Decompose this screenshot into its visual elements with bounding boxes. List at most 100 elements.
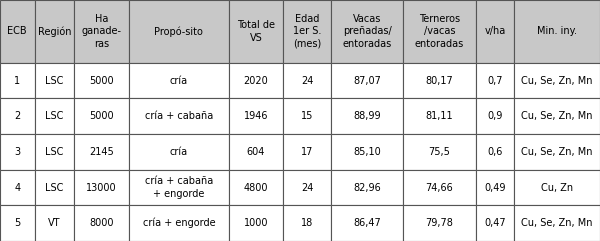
Text: Edad
1er S.
(mes): Edad 1er S. (mes) (293, 14, 322, 49)
Text: 0,6: 0,6 (487, 147, 503, 157)
Bar (0, 170, 35, 205)
Text: 80,17: 80,17 (425, 75, 454, 86)
Bar (514, 170, 600, 205)
Bar (129, 98, 229, 134)
Text: 1946: 1946 (244, 111, 268, 121)
Bar (476, 63, 514, 98)
Bar (403, 134, 476, 170)
Bar (403, 170, 476, 205)
Text: 87,07: 87,07 (353, 75, 381, 86)
Text: Cu, Se, Zn, Mn: Cu, Se, Zn, Mn (521, 218, 593, 228)
Bar (476, 205, 514, 241)
Bar (514, 205, 600, 241)
Bar (331, 98, 403, 134)
Bar (331, 63, 403, 98)
Text: 2: 2 (14, 111, 20, 121)
Text: cría + cabaña
+ engorde: cría + cabaña + engorde (145, 176, 213, 199)
Bar (35, 0, 74, 63)
Bar (283, 134, 331, 170)
Bar (74, 134, 129, 170)
Bar (331, 205, 403, 241)
Bar (476, 170, 514, 205)
Text: 17: 17 (301, 147, 314, 157)
Bar (283, 170, 331, 205)
Bar (514, 0, 600, 63)
Bar (129, 205, 229, 241)
Text: 5: 5 (14, 218, 20, 228)
Text: cría + cabaña: cría + cabaña (145, 111, 213, 121)
Text: 85,10: 85,10 (353, 147, 381, 157)
Text: Propó-sito: Propó-sito (154, 26, 203, 37)
Bar (331, 170, 403, 205)
Text: v/ha: v/ha (484, 26, 506, 36)
Bar (0, 0, 35, 63)
Text: 81,11: 81,11 (425, 111, 454, 121)
Bar (229, 205, 283, 241)
Bar (229, 170, 283, 205)
Bar (35, 134, 74, 170)
Text: 3: 3 (14, 147, 20, 157)
Text: 0,49: 0,49 (484, 182, 506, 193)
Bar (129, 170, 229, 205)
Text: Ha
ganade-
ras: Ha ganade- ras (82, 14, 122, 49)
Text: Terneros
/vacas
entoradas: Terneros /vacas entoradas (415, 14, 464, 49)
Text: LSC: LSC (46, 75, 64, 86)
Bar (331, 134, 403, 170)
Text: 1000: 1000 (244, 218, 268, 228)
Text: Región: Región (38, 26, 71, 37)
Bar (35, 63, 74, 98)
Bar (229, 134, 283, 170)
Text: 4800: 4800 (244, 182, 268, 193)
Text: 8000: 8000 (89, 218, 114, 228)
Text: Min. iny.: Min. iny. (537, 26, 577, 36)
Text: 24: 24 (301, 182, 314, 193)
Text: 86,47: 86,47 (353, 218, 381, 228)
Text: 15: 15 (301, 111, 314, 121)
Text: Cu, Se, Zn, Mn: Cu, Se, Zn, Mn (521, 111, 593, 121)
Bar (476, 98, 514, 134)
Text: LSC: LSC (46, 147, 64, 157)
Bar (514, 134, 600, 170)
Text: 0,47: 0,47 (484, 218, 506, 228)
Text: 5000: 5000 (89, 111, 114, 121)
Text: VT: VT (48, 218, 61, 228)
Text: 4: 4 (14, 182, 20, 193)
Text: Vacas
preñadas/
entoradas: Vacas preñadas/ entoradas (343, 14, 392, 49)
Bar (129, 63, 229, 98)
Text: 18: 18 (301, 218, 313, 228)
Bar (74, 0, 129, 63)
Text: 82,96: 82,96 (353, 182, 381, 193)
Text: cría: cría (170, 75, 188, 86)
Text: 2020: 2020 (244, 75, 268, 86)
Bar (229, 98, 283, 134)
Text: 88,99: 88,99 (353, 111, 381, 121)
Text: 0,9: 0,9 (487, 111, 503, 121)
Bar (0, 98, 35, 134)
Bar (0, 205, 35, 241)
Bar (514, 98, 600, 134)
Bar (35, 98, 74, 134)
Bar (229, 0, 283, 63)
Text: 604: 604 (247, 147, 265, 157)
Bar (283, 63, 331, 98)
Bar (476, 134, 514, 170)
Text: cría + engorde: cría + engorde (143, 218, 215, 228)
Bar (476, 0, 514, 63)
Bar (129, 134, 229, 170)
Bar (283, 0, 331, 63)
Text: LSC: LSC (46, 182, 64, 193)
Bar (74, 170, 129, 205)
Bar (129, 0, 229, 63)
Text: 24: 24 (301, 75, 314, 86)
Bar (0, 63, 35, 98)
Bar (403, 98, 476, 134)
Bar (331, 0, 403, 63)
Bar (403, 63, 476, 98)
Text: 79,78: 79,78 (425, 218, 454, 228)
Bar (74, 98, 129, 134)
Bar (74, 63, 129, 98)
Bar (229, 63, 283, 98)
Text: 74,66: 74,66 (425, 182, 454, 193)
Text: Cu, Zn: Cu, Zn (541, 182, 573, 193)
Text: Total de
VS: Total de VS (237, 20, 275, 43)
